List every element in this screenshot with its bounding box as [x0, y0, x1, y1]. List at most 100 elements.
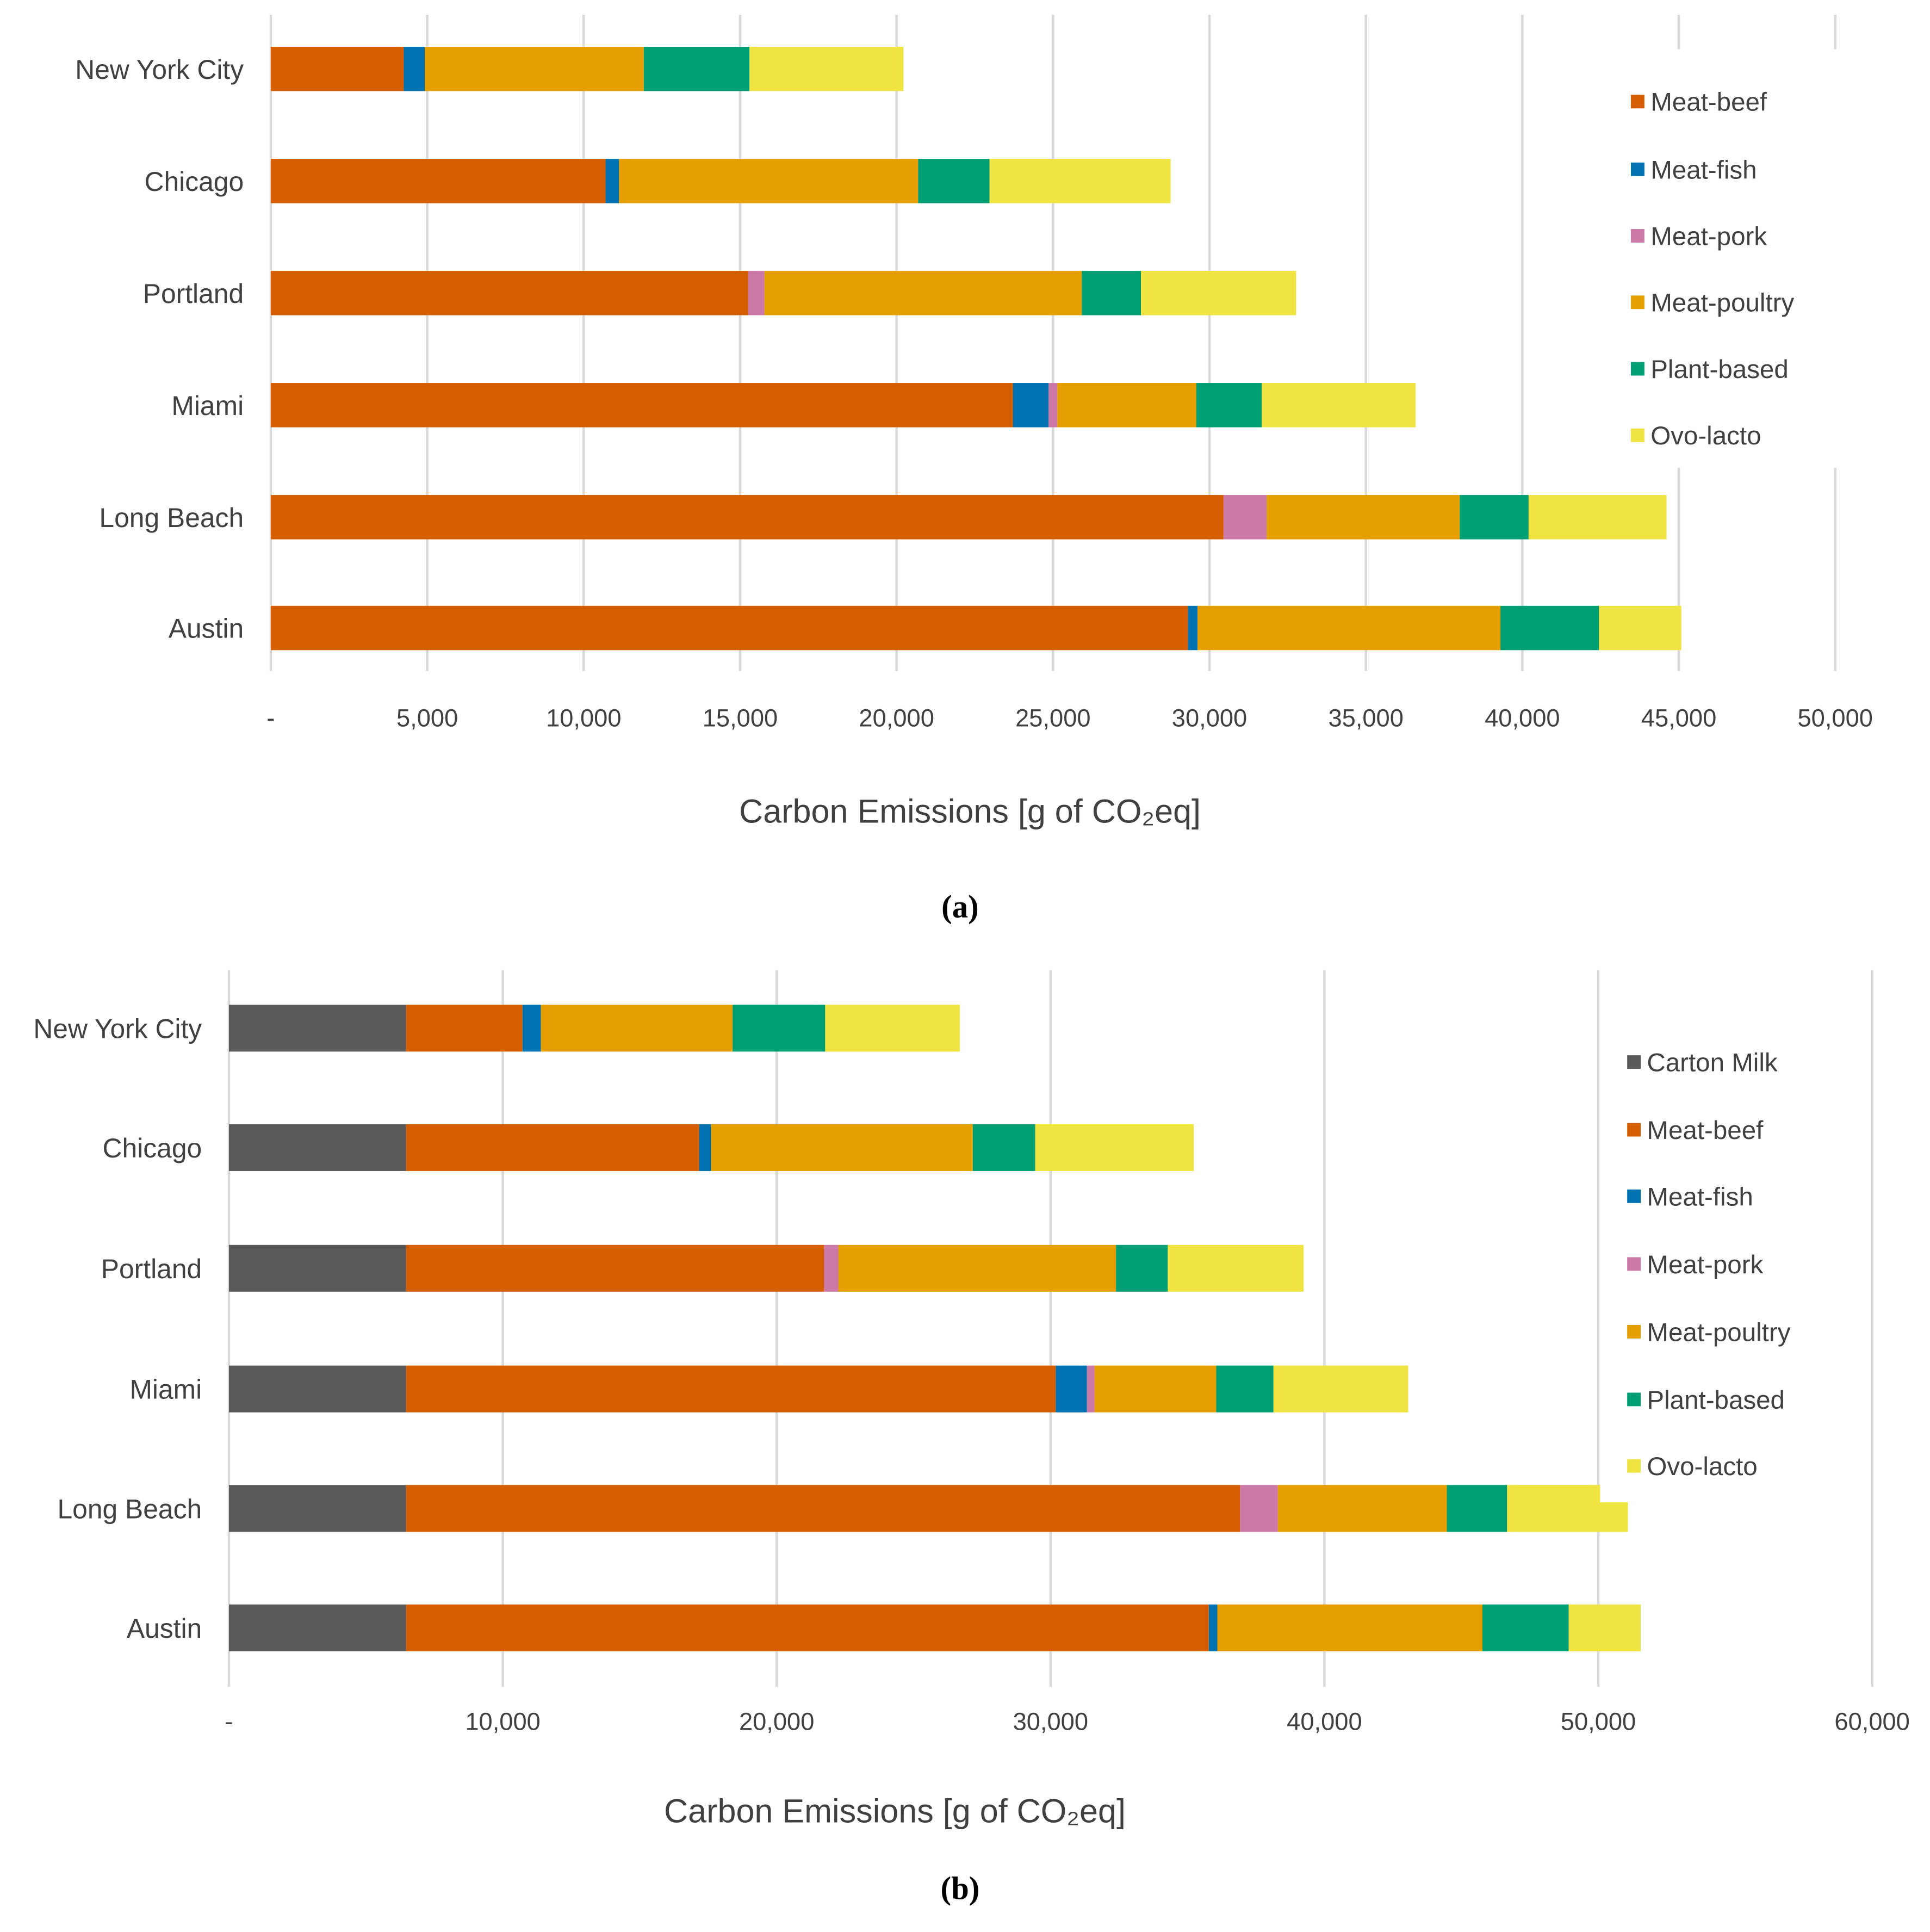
bar-segment-meat-fish: [1013, 383, 1049, 428]
legend-swatch: [1627, 1392, 1641, 1407]
bar-segment-meat-beef: [406, 1365, 1056, 1413]
bar-segment-plant-based: [1460, 495, 1529, 540]
category-label: Chicago: [103, 1133, 202, 1163]
bar-segment-meat-fish: [605, 159, 619, 203]
bar-segment-ovo-lacto: [825, 1005, 960, 1052]
legend-swatch: [1630, 362, 1644, 376]
bar-segment-meat-beef: [270, 495, 1224, 540]
bar-segment-carton-milk: [228, 1604, 406, 1651]
bar-segment-meat-poultry: [838, 1244, 1116, 1292]
legend-swatch: [1627, 1324, 1641, 1339]
x-tick-label: 10,000: [546, 704, 621, 732]
bar-segment-ovo-lacto: [1168, 1244, 1304, 1292]
bar-segment-meat-beef: [270, 605, 1188, 651]
bar-segment-meat-poultry: [541, 1005, 733, 1052]
legend-swatch: [1630, 428, 1644, 442]
bar-segment-meat-pork: [748, 271, 765, 315]
bar-segment-meat-fish: [522, 1005, 541, 1052]
bar-segment-meat-pork: [1087, 1365, 1095, 1413]
bar-segment-meat-poultry: [425, 47, 644, 91]
bar-segment-meat-poultry: [764, 271, 1082, 315]
bar-segment-meat-fish: [1056, 1365, 1087, 1413]
x-axis-title: Carbon Emissions [g of CO₂eq]: [739, 792, 1201, 829]
x-tick-label: 40,000: [1485, 704, 1560, 732]
bar-segment-meat-poultry: [1277, 1485, 1447, 1532]
legend-label: Meat-fish: [1647, 1182, 1753, 1211]
bar-segment-plant-based: [972, 1124, 1035, 1171]
bar-segment-ovo-lacto: [749, 47, 904, 91]
x-tick-label: 30,000: [1172, 704, 1247, 732]
figure-caption: (b): [940, 1871, 979, 1906]
legend-label: Meat-pork: [1650, 222, 1767, 251]
legend-label: Ovo-lacto: [1650, 422, 1761, 450]
bar-segment-ovo-lacto: [989, 159, 1171, 203]
bar-segment-plant-based: [1447, 1485, 1507, 1532]
bar-segment-ovo-lacto: [1262, 383, 1416, 428]
legend-swatch: [1627, 1055, 1641, 1069]
x-tick-label: 30,000: [1013, 1708, 1088, 1736]
bar-segment-meat-poultry: [711, 1124, 973, 1171]
x-tick-label: 50,000: [1561, 1708, 1636, 1736]
bar-segment-meat-beef: [406, 1485, 1240, 1532]
bar-segment-plant-based: [1216, 1365, 1274, 1413]
bar-segment-meat-pork: [1240, 1485, 1278, 1532]
category-label: Miami: [129, 1374, 202, 1405]
bar-segment-plant-based: [1082, 271, 1141, 315]
x-tick-label: 20,000: [859, 704, 934, 732]
bar-segment-plant-based: [1116, 1244, 1168, 1292]
category-label: Long Beach: [99, 503, 244, 533]
bar-segment-ovo-lacto: [1599, 605, 1681, 651]
bar-segment-carton-milk: [228, 1244, 406, 1292]
legend-label: Ovo-lacto: [1647, 1452, 1757, 1481]
category-label: Chicago: [145, 166, 244, 197]
category-label: Portland: [143, 278, 244, 309]
bar-segment-ovo-lacto: [1273, 1365, 1408, 1413]
bar-segment-meat-beef: [406, 1005, 523, 1052]
bar-segment-meat-poultry: [1197, 605, 1501, 651]
legend-label: Carton Milk: [1647, 1049, 1777, 1078]
bar-segment-ovo-lacto: [1035, 1124, 1194, 1171]
legend-swatch: [1630, 162, 1644, 176]
x-tick-label: 35,000: [1328, 704, 1403, 732]
category-label: Long Beach: [57, 1494, 202, 1524]
bar-segment-meat-poultry: [1267, 495, 1460, 540]
x-tick-label: 45,000: [1641, 704, 1716, 732]
bar-segment-meat-fish: [699, 1124, 711, 1171]
legend-swatch: [1630, 95, 1644, 109]
x-tick-label: 40,000: [1287, 1708, 1362, 1736]
legend-box: [1600, 1028, 1859, 1502]
legend-swatch: [1627, 1123, 1641, 1137]
figure-caption: (a): [941, 889, 979, 925]
bar-segment-meat-beef: [406, 1124, 699, 1171]
x-tick-label: -: [225, 1708, 233, 1736]
bar-segment-meat-beef: [270, 47, 404, 91]
legend-label: Meat-poultry: [1647, 1318, 1790, 1347]
category-label: New York City: [75, 54, 244, 85]
category-label: Portland: [101, 1254, 202, 1284]
bar-segment-meat-beef: [406, 1604, 1209, 1651]
x-tick-label: 20,000: [739, 1708, 814, 1736]
legend-label: Plant-based: [1647, 1386, 1785, 1415]
legend-swatch: [1627, 1189, 1641, 1203]
x-tick-label: 60,000: [1834, 1708, 1909, 1736]
bar-segment-meat-poultry: [619, 159, 919, 203]
bar-segment-plant-based: [733, 1005, 826, 1052]
bar-segment-carton-milk: [228, 1365, 406, 1413]
legend-box: [1600, 49, 1853, 468]
legend-swatch: [1627, 1459, 1641, 1473]
category-label: Miami: [171, 391, 244, 421]
legend-swatch: [1630, 229, 1644, 243]
bar-segment-plant-based: [918, 159, 990, 203]
bar-segment-meat-fish: [1208, 1604, 1218, 1651]
bar-segment-plant-based: [1196, 383, 1262, 428]
bar-segment-meat-poultry: [1094, 1365, 1217, 1413]
x-tick-label: 15,000: [703, 704, 778, 732]
bar-segment-carton-milk: [228, 1005, 406, 1052]
legend-label: Meat-fish: [1650, 156, 1757, 184]
x-tick-label: -: [266, 704, 275, 732]
legend-label: Meat-poultry: [1650, 289, 1794, 318]
legend-swatch: [1630, 295, 1644, 309]
bar-segment-ovo-lacto: [1528, 495, 1667, 540]
bar-segment-meat-pork: [824, 1244, 839, 1292]
